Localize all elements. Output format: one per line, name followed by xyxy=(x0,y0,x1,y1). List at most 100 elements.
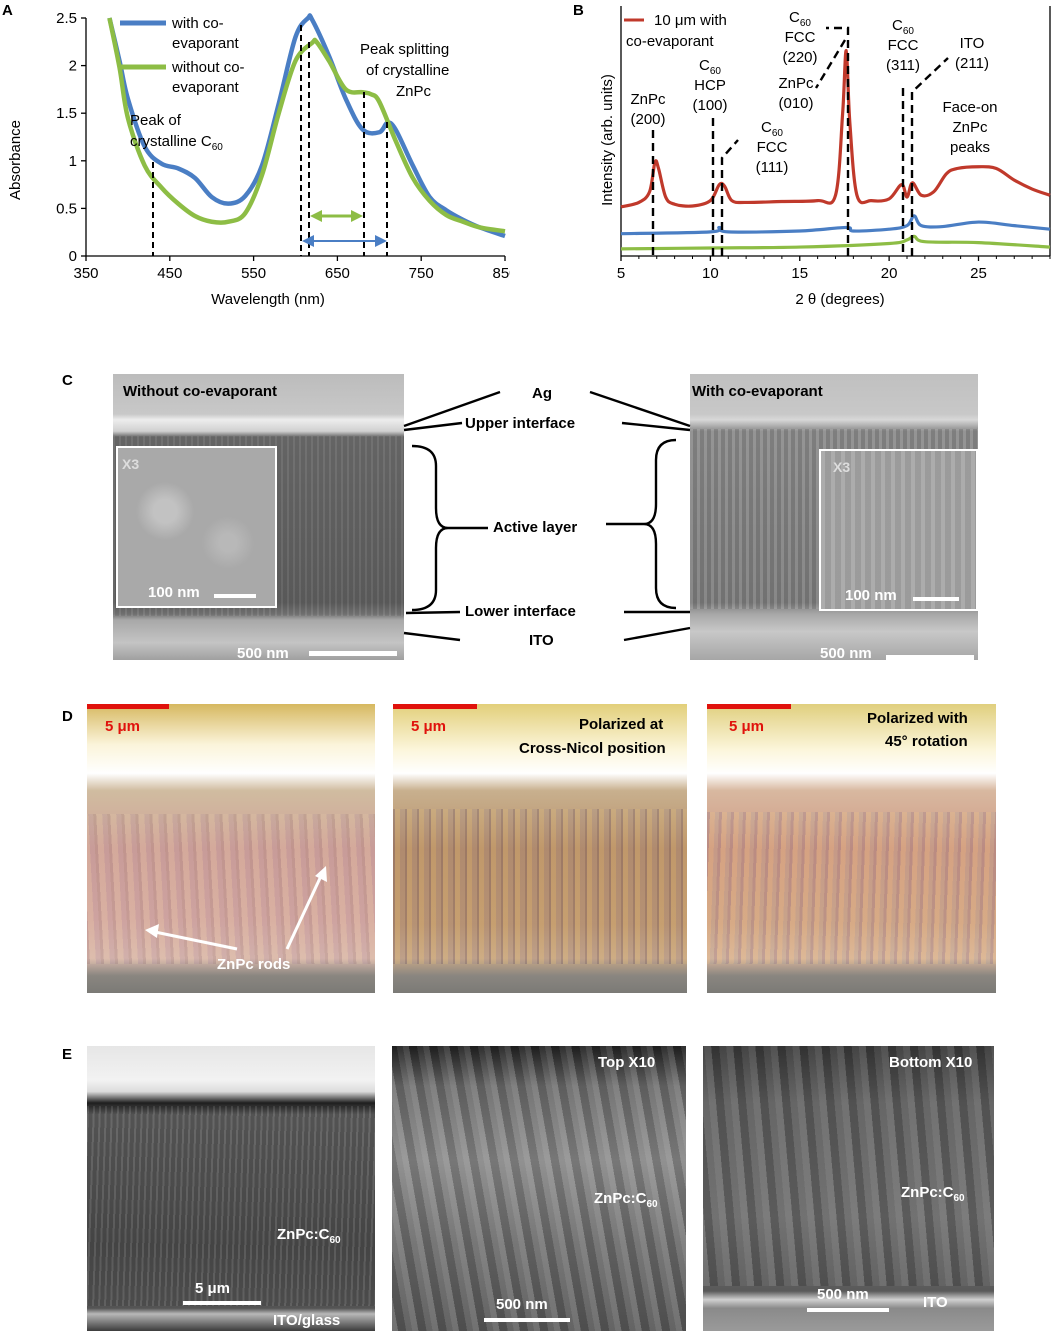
e1-scale-text: 5 μm xyxy=(195,1280,231,1297)
ann-c60-l1: Peak of xyxy=(130,112,182,129)
peak-220-l1: C60 xyxy=(789,9,811,29)
inset-with-scale-text: 100 nm xyxy=(845,587,897,604)
with-title: With co-evaporant xyxy=(692,383,823,400)
xrd-xtick-label: 20 xyxy=(881,265,898,282)
absorbance-chart: 350 450 550 650 750 850 0 0.5 1 1.5 2 2.5 Absorbanc… xyxy=(7,10,510,308)
sem-image-with: X3 100 nm With co-evaporant 500 nm xyxy=(690,374,978,660)
green-arrow-left-head xyxy=(310,210,322,222)
absorbance-ytick-label: 1 xyxy=(69,153,77,170)
rotation-l1: Polarized with xyxy=(867,710,968,727)
sem-top-zoom: Top X10 ZnPc:C60 500 nm xyxy=(392,1046,686,1331)
inset-without-label: X3 xyxy=(122,456,140,472)
sem-bottom-zoom: Bottom X10 ZnPc:C60 500 nm ITO xyxy=(703,1046,994,1331)
peak-hcp-l3: (100) xyxy=(692,97,727,114)
optical-3-scale-text: 5 μm xyxy=(729,718,765,735)
xrd-series-line-1 xyxy=(620,214,1051,236)
ann-split-l2: of crystalline xyxy=(366,62,449,79)
dash-111 xyxy=(720,139,739,256)
optical-1-scale-text: 5 μm xyxy=(105,718,141,735)
label-lower-interface: Lower interface xyxy=(465,603,576,620)
with-scale-text: 500 nm xyxy=(820,645,872,660)
peak-010-l1: ZnPc xyxy=(778,75,814,92)
optical-image-3: 5 μm Polarized with 45° rotation xyxy=(707,704,996,993)
xrd-xtick-label: 15 xyxy=(791,265,808,282)
without-title: Without co-evaporant xyxy=(123,383,278,400)
optical-2-scale-text: 5 μm xyxy=(411,718,447,735)
optical-3-scale-bar xyxy=(707,704,791,709)
absorbance-series-line-1 xyxy=(107,17,506,234)
label-ito: ITO xyxy=(529,632,554,649)
bottom-x10-label: Bottom X10 xyxy=(889,1054,973,1071)
with-scale-bar xyxy=(886,655,974,660)
inset-without-scale-text: 100 nm xyxy=(148,584,200,601)
peak-220-l2: FCC xyxy=(785,29,816,46)
xrd-legend-l1: 10 μm with xyxy=(654,12,727,29)
optical-image-1: 5 μm ZnPc rods xyxy=(87,704,375,993)
ann-split-l1: Peak splitting xyxy=(360,41,449,58)
absorbance-xtick-label: 450 xyxy=(157,265,182,282)
layer-connectors xyxy=(403,390,691,642)
absorbance-ytick-label: 2 xyxy=(69,58,77,75)
legend-without-l2: evaporant xyxy=(172,79,240,96)
xrd-series-line-2 xyxy=(620,234,1051,251)
peak-311-l2: FCC xyxy=(888,37,919,54)
e3-scale-text: 500 nm xyxy=(817,1286,869,1303)
e2-scale-text: 500 nm xyxy=(496,1296,548,1313)
e3-ito: ITO xyxy=(923,1294,948,1311)
absorbance-ytick-label: 0.5 xyxy=(56,200,77,217)
absorbance-series-line-0 xyxy=(107,13,506,239)
xrd-xtick-label: 10 xyxy=(702,265,719,282)
green-arrow-right-head xyxy=(351,210,363,222)
peak-311-l3: (311) xyxy=(886,57,920,74)
rotation-l2: 45° rotation xyxy=(885,733,968,750)
e3-compound: ZnPc:C60 xyxy=(901,1184,965,1204)
optical-image-2: 5 μm Polarized at Cross-Nicol position xyxy=(393,704,687,993)
peak-010-l2: (010) xyxy=(778,95,813,112)
xrd-xtick-label: 5 xyxy=(617,265,625,282)
panel-e-label: E xyxy=(62,1046,73,1063)
ann-split-l3: ZnPc xyxy=(396,83,432,100)
e1-compound: ZnPc:C60 xyxy=(277,1226,341,1246)
without-scale-bar xyxy=(309,651,397,656)
cross-nicol-l2: Cross-Nicol position xyxy=(519,740,666,757)
absorbance-xtick-label: 350 xyxy=(73,265,98,282)
top-x10-label: Top X10 xyxy=(598,1054,656,1071)
inset-with-label: X3 xyxy=(833,459,851,475)
absorbance-xtick-label: 650 xyxy=(325,265,350,282)
peak-311-l1: C60 xyxy=(892,17,914,37)
panel-a-label: A xyxy=(2,2,13,19)
xrd-xtick-label: 25 xyxy=(970,265,987,282)
peak-hcp-l1: C60 xyxy=(699,57,721,77)
xrd-ylabel: Intensity (arb. units) xyxy=(599,74,616,206)
peak-ito-l2: (211) xyxy=(955,55,989,72)
legend-with-l1: with co- xyxy=(171,15,224,32)
label-active-layer: Active layer xyxy=(493,519,578,536)
absorbance-ylabel: Absorbance xyxy=(7,120,24,200)
absorbance-ytick-label: 0 xyxy=(69,248,77,265)
ann-c60-l2: crystalline C60 xyxy=(130,133,223,153)
panel-b-label: B xyxy=(573,2,584,19)
peak-zn200-l1: ZnPc xyxy=(630,91,666,108)
xrd-legend-l2: co-evaporant xyxy=(626,33,714,50)
optical-2-scale-bar xyxy=(393,704,477,709)
sem-image-without: X3 100 nm Without co-evaporant 500 nm xyxy=(113,374,404,660)
optical-1-scale-bar xyxy=(87,704,169,709)
blue-arrow-left-head xyxy=(302,235,314,247)
without-scale-text: 500 nm xyxy=(237,645,289,660)
label-upper-interface: Upper interface xyxy=(465,415,576,432)
e3-scale-bar xyxy=(807,1308,889,1312)
sem-cross-section: ZnPc:C60 5 μm ITO/glass xyxy=(87,1046,375,1331)
e2-scale-bar xyxy=(484,1318,570,1322)
peak-111-l2: FCC xyxy=(757,139,788,156)
peak-zn200-l2: (200) xyxy=(630,111,665,128)
panel-c-label: C xyxy=(62,372,73,389)
absorbance-xlabel: Wavelength (nm) xyxy=(211,291,325,308)
peak-111-l3: (111) xyxy=(756,159,789,176)
inset-without: X3 100 nm xyxy=(116,446,277,608)
peak-111-l1: C60 xyxy=(761,119,783,139)
inset-without-scale-bar xyxy=(214,594,256,598)
legend-without-l1: without co- xyxy=(171,59,245,76)
absorbance-ytick-label: 1.5 xyxy=(56,105,77,122)
dash-220 xyxy=(826,26,850,256)
peak-faceon-l3: peaks xyxy=(950,139,990,156)
